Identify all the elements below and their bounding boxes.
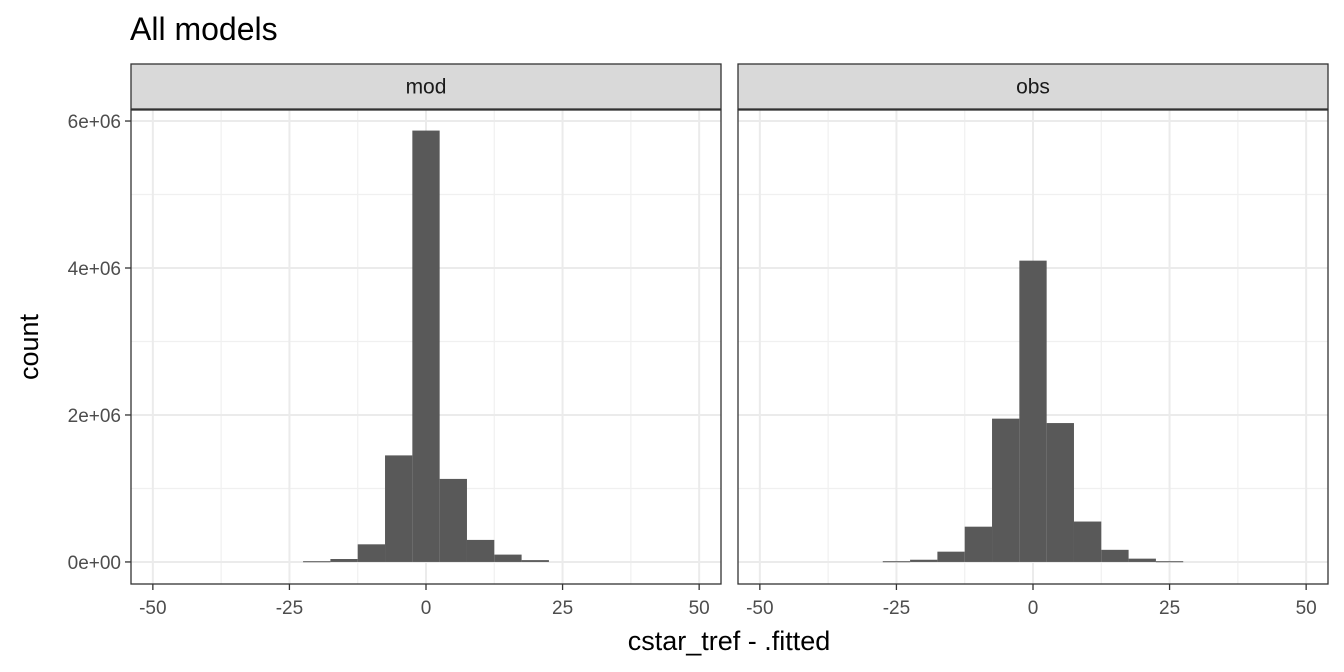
histogram-bar xyxy=(992,418,1020,562)
histogram-bar xyxy=(1019,260,1047,562)
histogram-bar xyxy=(330,559,358,562)
histogram-bar xyxy=(1128,558,1156,562)
x-tick-label: 25 xyxy=(552,598,573,619)
x-tick-label: 0 xyxy=(1028,598,1039,619)
histogram-bar xyxy=(303,561,331,563)
panel-mod: mod -50 -25 0 25 50 0e+00 2e+06 4e+06 6e+06 xyxy=(68,63,722,619)
histogram-bar xyxy=(910,559,938,562)
x-tick-label: -25 xyxy=(883,598,910,619)
y-axis-title: count xyxy=(14,313,44,380)
histogram-bar xyxy=(1046,423,1074,562)
histogram-bar xyxy=(466,539,495,562)
histogram-bar xyxy=(521,560,549,562)
x-tick-label: -25 xyxy=(276,598,303,619)
facet-strip-label: obs xyxy=(1016,76,1050,99)
y-tick-label: 6e+06 xyxy=(68,112,121,133)
histogram-bar xyxy=(937,551,965,562)
x-tick-label: 25 xyxy=(1159,598,1180,619)
histogram-bar xyxy=(882,561,911,563)
x-tick-label: 50 xyxy=(689,598,710,619)
histogram-bar xyxy=(494,554,522,562)
x-tick-label: 0 xyxy=(421,598,432,619)
histogram-bar xyxy=(1101,549,1129,562)
histogram-bar xyxy=(412,130,440,562)
y-tick-label: 0e+00 xyxy=(68,553,121,574)
panel-obs: obs -50 -25 0 25 50 xyxy=(737,63,1329,619)
y-tick-label: 4e+06 xyxy=(68,259,121,280)
histogram-bar xyxy=(964,526,993,562)
x-tick-label: -50 xyxy=(746,598,773,619)
facet-strip xyxy=(737,63,1329,110)
histogram-bar xyxy=(439,478,467,562)
facet-strip xyxy=(130,63,722,110)
y-tick-label: 2e+06 xyxy=(68,406,121,427)
histogram-bar xyxy=(385,455,413,562)
histogram-bar xyxy=(357,544,386,562)
facet-strip-label: mod xyxy=(406,76,447,99)
x-tick-label: -50 xyxy=(139,598,166,619)
chart-title: All models xyxy=(130,11,278,47)
x-axis-title: cstar_tref - .fitted xyxy=(628,626,831,656)
facet-panels: mod -50 -25 0 25 50 0e+00 2e+06 4e+06 6e+06 obs -50… xyxy=(68,63,1329,619)
histogram-bar xyxy=(1073,521,1102,562)
x-tick-label: 50 xyxy=(1296,598,1317,619)
histogram-bar xyxy=(1155,561,1184,563)
